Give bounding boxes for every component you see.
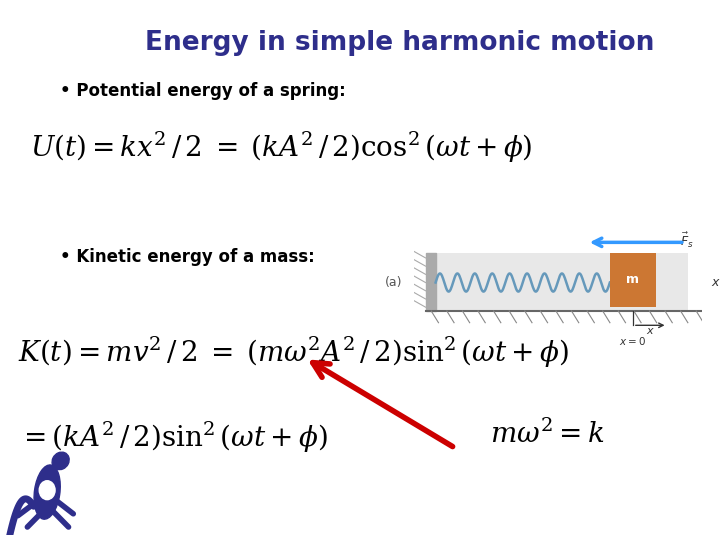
- Text: $x$: $x$: [711, 276, 720, 289]
- Text: • Potential energy of a spring:: • Potential energy of a spring:: [60, 82, 346, 100]
- Ellipse shape: [34, 465, 60, 519]
- Text: $K(t) = mv^2\,/\,2\; =\; (m\omega^2 A^2\,/\,2)\sin^2(\omega t + \phi)$: $K(t) = mv^2\,/\,2\; =\; (m\omega^2 A^2\…: [18, 335, 569, 370]
- Bar: [610, 253, 656, 307]
- Text: $x$: $x$: [646, 326, 654, 336]
- Text: $m\omega^2 = k$: $m\omega^2 = k$: [490, 420, 604, 449]
- Text: Energy in simple harmonic motion: Energy in simple harmonic motion: [145, 30, 654, 56]
- Bar: [426, 253, 436, 311]
- Text: $U(t) = kx^2\,/\,2\; =\; (kA^2\,/\,2)\cos^2(\omega t + \phi)$: $U(t) = kx^2\,/\,2\; =\; (kA^2\,/\,2)\co…: [30, 130, 533, 165]
- Text: $\vec{F}_s$: $\vec{F}_s$: [680, 231, 693, 250]
- Circle shape: [45, 488, 49, 492]
- Text: • Kinetic energy of a mass:: • Kinetic energy of a mass:: [60, 248, 315, 266]
- Text: m: m: [626, 273, 639, 286]
- Ellipse shape: [52, 452, 69, 470]
- Circle shape: [40, 481, 55, 500]
- Text: (a): (a): [385, 276, 402, 289]
- Text: $= (kA^2\,/\,2)\sin^2(\omega t + \phi)$: $= (kA^2\,/\,2)\sin^2(\omega t + \phi)$: [18, 420, 328, 455]
- Text: $x=0$: $x=0$: [619, 335, 647, 347]
- Bar: [426, 253, 688, 311]
